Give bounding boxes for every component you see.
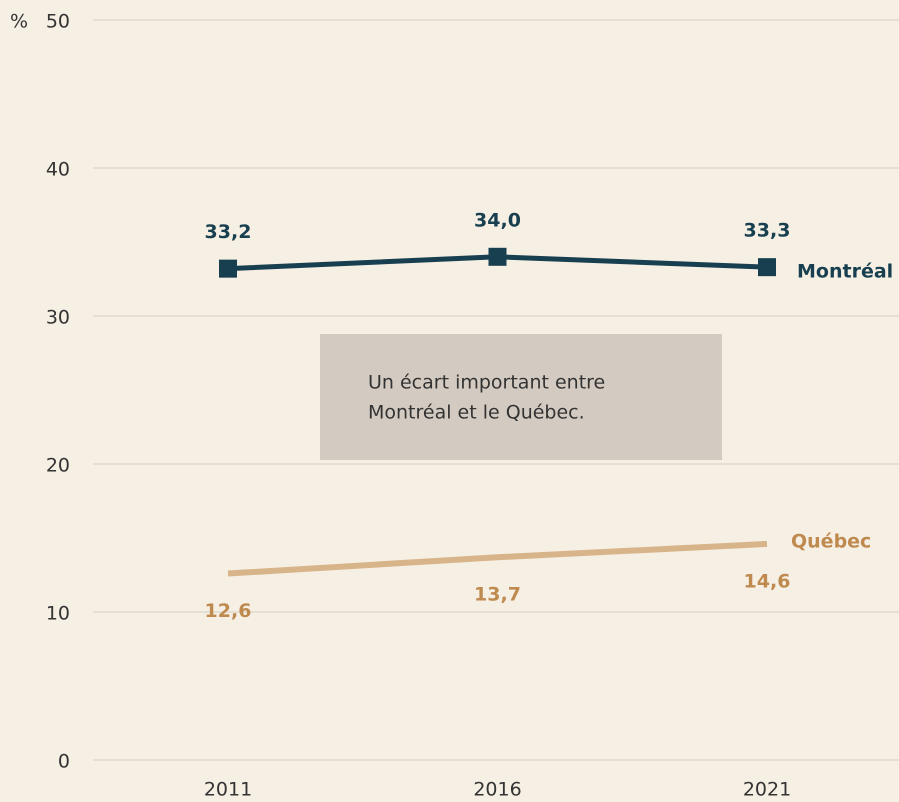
- series-line: [227, 540, 768, 577]
- data-label: 33,3: [744, 220, 791, 242]
- marker: [219, 259, 237, 278]
- annotation-box: [320, 334, 722, 460]
- data-label: 12,6: [205, 600, 252, 622]
- marker: [758, 258, 776, 277]
- y-tick-label: 40: [46, 159, 70, 181]
- x-tick-label: 2021: [743, 779, 791, 801]
- x-tick-label: 2011: [204, 779, 252, 801]
- x-tick-label: 2016: [473, 779, 521, 801]
- y-tick-label: 30: [46, 307, 70, 329]
- series-name: Montréal: [797, 261, 893, 283]
- y-tick-label: 10: [46, 603, 70, 625]
- data-label: 34,0: [474, 209, 521, 231]
- y-tick-label: 0: [58, 751, 70, 773]
- marker: [488, 247, 507, 266]
- y-unit: %: [10, 11, 28, 33]
- annotation-text: Un écart important entre: [368, 372, 605, 394]
- data-label: 13,7: [474, 584, 521, 606]
- y-tick-label: 20: [46, 455, 70, 477]
- data-label: 14,6: [744, 570, 791, 592]
- data-label: 33,2: [205, 221, 252, 243]
- series-name: Québec: [791, 530, 871, 552]
- y-tick-label: 50: [46, 11, 70, 33]
- annotation-text: Montréal et le Québec.: [368, 402, 585, 424]
